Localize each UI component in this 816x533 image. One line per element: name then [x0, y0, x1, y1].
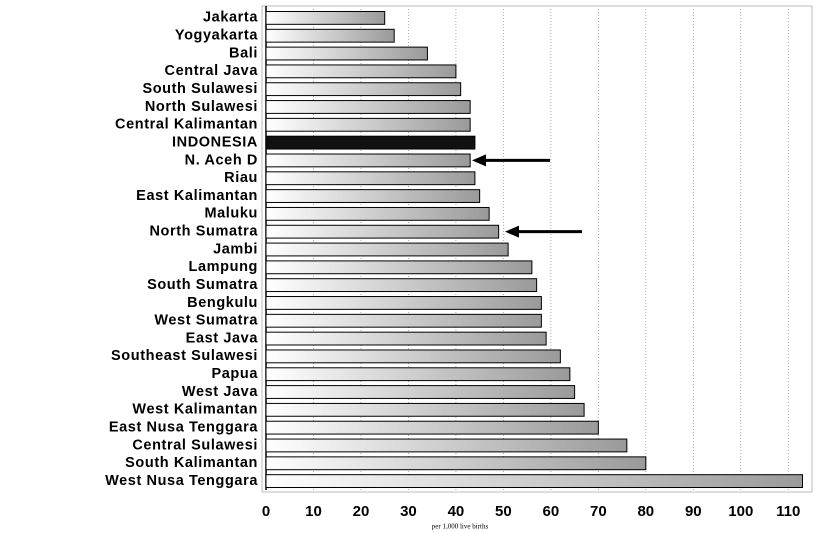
x-tick-label: 60 [543, 503, 560, 520]
arrow-head [472, 154, 486, 167]
y-tick-label: West Kalimantan [132, 402, 258, 418]
bar [265, 100, 471, 114]
y-tick-label: South Kalimantan [125, 455, 258, 471]
bar [265, 456, 647, 471]
y-tick-label: Jambi [213, 241, 258, 257]
y-tick-label: West Java [182, 384, 258, 400]
x-axis-label: per 1,000 live births [432, 523, 489, 531]
y-tick-label: East Kalimantan [136, 188, 258, 204]
y-tick-label: Riau [224, 170, 258, 186]
bar [265, 385, 576, 399]
bar [265, 28, 395, 43]
y-tick-label: North Sulawesi [145, 99, 258, 115]
y-tick-label: N. Aceh D [185, 152, 258, 168]
bar [265, 224, 500, 239]
bar [265, 171, 476, 186]
y-tick-label: Maluku [204, 206, 258, 222]
y-tick-label: South Sulawesi [142, 81, 258, 97]
bar [265, 242, 509, 257]
x-tick-label: 40 [448, 503, 465, 520]
x-tick-label: 100 [728, 503, 753, 520]
bar [265, 206, 490, 221]
bar [265, 367, 571, 382]
y-tick-label: Southeast Sulawesi [111, 348, 258, 364]
bar [265, 135, 476, 150]
y-tick-label: Jakarta [203, 10, 258, 26]
x-tick-label: 90 [685, 503, 702, 520]
bar [265, 64, 457, 79]
x-tick-label: 20 [353, 503, 370, 520]
x-tick-label: 70 [590, 503, 607, 520]
y-tick-label: West Nusa Tenggara [105, 473, 258, 489]
y-tick-label: Central Sulawesi [132, 437, 258, 453]
y-tick-label: North Sumatra [149, 224, 258, 240]
bar [265, 153, 471, 168]
x-tick-label: 50 [495, 503, 512, 520]
x-tick-label: 110 [776, 503, 800, 520]
y-tick-label: Papua [211, 366, 258, 382]
y-tick-label: East Java [186, 330, 259, 346]
y-tick-label: Central Kalimantan [115, 117, 258, 133]
bar [265, 260, 533, 275]
arrow-head [505, 225, 519, 238]
bar [265, 296, 542, 310]
bar [265, 278, 538, 293]
bar [265, 349, 561, 364]
bar [265, 313, 542, 328]
bar [265, 82, 462, 97]
y-tick-label: Lampung [189, 259, 258, 275]
y-tick-label: INDONESIA [172, 134, 258, 150]
y-tick-label: Bali [229, 45, 258, 61]
bar [265, 117, 471, 132]
y-tick-label: West Sumatra [154, 313, 258, 329]
x-tick-label: 0 [262, 503, 270, 520]
y-tick-label: Yogyakarta [175, 28, 258, 44]
bar [265, 474, 804, 489]
bar [265, 331, 547, 346]
bar [265, 189, 481, 203]
y-tick-label: East Nusa Tenggara [109, 419, 258, 435]
bar [265, 46, 428, 61]
x-tick-label: 80 [637, 503, 654, 520]
y-tick-label: Central Java [165, 63, 259, 79]
bar [265, 10, 386, 25]
x-tick-label: 10 [305, 503, 322, 520]
bar [265, 402, 585, 417]
bar [265, 420, 599, 435]
y-tick-label: Bengkulu [187, 295, 258, 311]
bar [265, 438, 628, 453]
x-tick-label: 30 [400, 503, 417, 520]
plot-frame [261, 5, 813, 493]
y-tick-label: South Sumatra [147, 277, 258, 293]
